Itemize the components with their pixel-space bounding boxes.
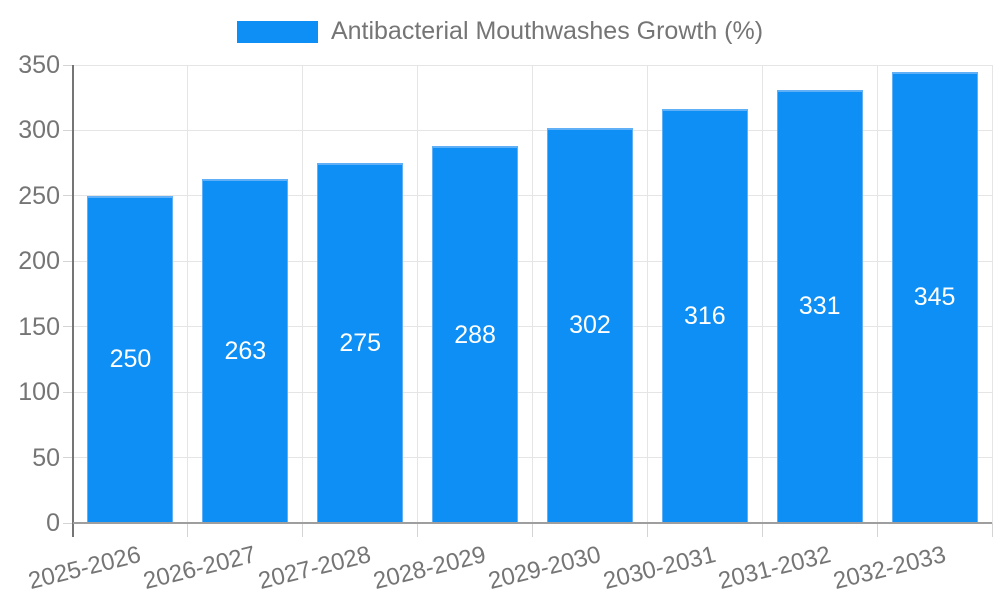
y-axis-tick-label: 50 [32, 443, 60, 472]
bar-value-label: 345 [913, 283, 956, 312]
x-axis-label: 2030-2031 [600, 541, 719, 595]
y-axis-tick [63, 64, 73, 66]
gridline-vertical [417, 65, 419, 523]
bar-value-label: 288 [454, 320, 496, 349]
y-axis-tick-label: 0 [46, 509, 60, 537]
gridline-vertical [646, 65, 648, 523]
x-axis-tick [532, 523, 533, 537]
legend: Antibacterial Mouthwashes Growth (%) [0, 17, 1000, 46]
x-axis-label: 2028-2029 [370, 541, 489, 595]
bar[interactable] [776, 89, 863, 523]
gridline-vertical [991, 65, 993, 523]
x-axis-label: 2025-2026 [26, 541, 144, 595]
x-axis-label: 2029-2030 [485, 541, 604, 595]
gridline-vertical [761, 65, 763, 523]
y-axis-line [72, 65, 74, 537]
bar-value-label: 331 [798, 292, 841, 321]
y-axis-tick-label: 150 [18, 312, 60, 341]
gridline-vertical [187, 65, 189, 523]
y-axis-tick [63, 326, 73, 328]
bar-value-label: 250 [109, 345, 152, 374]
gridline-vertical [532, 65, 533, 523]
x-axis-tick [417, 523, 419, 537]
x-axis-line [73, 522, 992, 524]
y-axis-tick [63, 391, 73, 393]
bar[interactable] [891, 71, 978, 523]
bar-value-label: 275 [339, 329, 382, 358]
legend-swatch-icon [236, 20, 318, 43]
x-axis-tick [761, 523, 763, 537]
gridline-vertical [876, 65, 878, 523]
gridline-vertical [302, 65, 304, 523]
x-axis-tick [187, 523, 189, 537]
x-axis-label: 2032-2033 [830, 541, 949, 595]
y-axis-tick [63, 457, 73, 459]
x-axis-tick [302, 523, 304, 537]
bar[interactable] [546, 127, 633, 523]
x-axis-tick [991, 523, 993, 537]
bar[interactable] [87, 195, 174, 523]
y-axis-tick-label: 350 [18, 51, 60, 79]
y-axis-tick-label: 250 [18, 181, 60, 210]
y-axis-tick-label: 200 [18, 247, 60, 276]
y-axis-tick [63, 129, 73, 131]
bar[interactable] [661, 109, 748, 523]
x-axis-tick [646, 523, 648, 537]
bar[interactable] [317, 163, 404, 523]
y-axis-tick-label: 100 [18, 378, 60, 407]
bar[interactable] [432, 146, 519, 523]
y-axis-tick [63, 195, 73, 197]
bar-value-label: 263 [224, 336, 267, 365]
y-axis-tick [63, 522, 73, 524]
bar-value-label: 316 [683, 302, 726, 331]
bar[interactable] [202, 178, 289, 523]
bar-value-label: 302 [569, 311, 611, 340]
x-axis-label: 2027-2028 [255, 541, 374, 595]
legend-item[interactable]: Antibacterial Mouthwashes Growth (%) [236, 17, 764, 46]
y-axis-tick [63, 260, 73, 262]
y-axis-tick-label: 300 [18, 116, 60, 145]
x-axis-label: 2031-2032 [715, 541, 834, 595]
x-axis-tick [876, 523, 878, 537]
legend-label: Antibacterial Mouthwashes Growth (%) [330, 17, 764, 45]
x-axis-label: 2026-2027 [140, 541, 259, 595]
